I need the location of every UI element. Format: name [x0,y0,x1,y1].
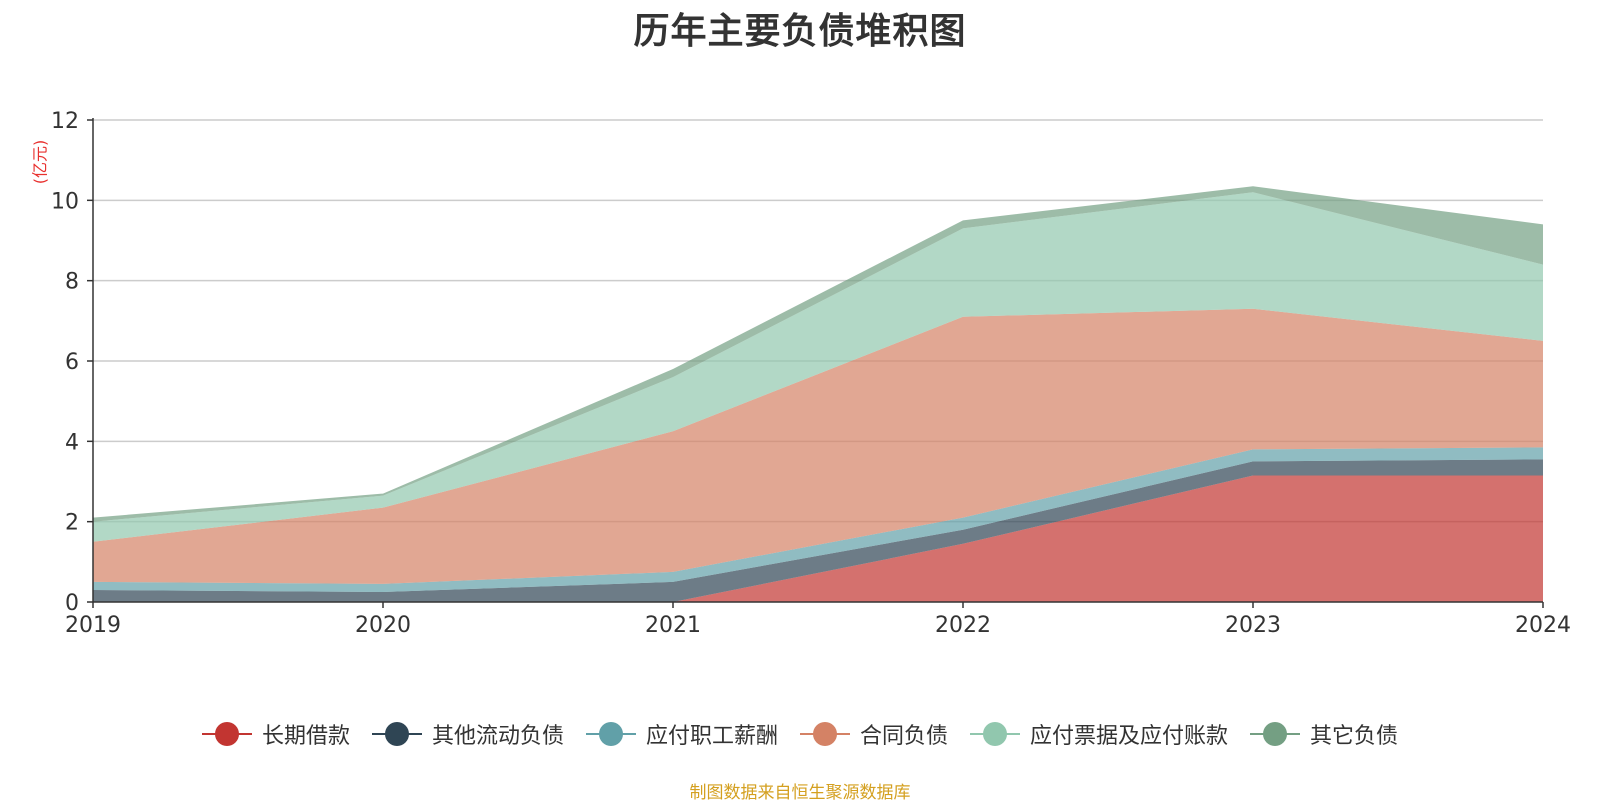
x-tick-label: 2020 [355,613,411,638]
legend-item[interactable]: 其他流动负债 [371,718,564,750]
x-tick-label: 2019 [65,613,121,638]
legend-marker-icon [970,722,1021,746]
legend-item[interactable]: 长期借款 [201,718,350,750]
y-tick-label: 4 [65,430,79,455]
legend-item[interactable]: 其它负债 [1250,718,1398,750]
area-series [93,186,1543,602]
legend-marker-icon [201,722,252,746]
legend-marker-icon [1250,722,1301,746]
legend-marker-icon [800,722,850,746]
y-tick-label: 8 [65,270,79,295]
area-4[interactable] [93,192,1543,542]
legend-label: 其它负债 [1310,724,1399,749]
y-tick-label: 0 [65,591,79,616]
area-5[interactable] [93,186,1543,522]
legend-label: 合同负债 [860,724,949,749]
area-0[interactable] [93,475,1543,603]
y-tick-label: 12 [51,109,79,134]
legend: 长期借款 其他流动负债 应付职工薪酬 合同负债 应付票据及应付账款 其它负债 [0,718,1600,750]
area-3[interactable] [93,308,1543,584]
x-tick-label: 2023 [1225,613,1281,638]
source-note: 制图数据来自恒生聚源数据库 [689,783,911,803]
axes: 0 2 4 6 8 10 12 2019 2020 2021 2022 2023 2024 [51,109,1571,638]
legend-item[interactable]: 合同负债 [800,718,948,750]
x-tick-label: 2022 [935,613,991,638]
x-tick-label: 2024 [1515,613,1571,638]
legend-label: 长期借款 [261,724,350,749]
y-tick-label: 10 [51,189,79,214]
area-1[interactable] [93,459,1543,602]
chart-title: 历年主要负债堆积图 [633,11,967,52]
legend-label: 应付票据及应付账款 [1030,724,1229,749]
legend-marker-icon [585,722,636,746]
legend-item[interactable]: 应付票据及应付账款 [970,718,1228,750]
legend-label: 其他流动负债 [431,724,564,749]
x-tick-label: 2021 [645,613,701,638]
legend-item[interactable]: 应付职工薪酬 [585,718,778,750]
legend-marker-icon [371,722,422,746]
legend-label: 应付职工薪酬 [645,724,778,749]
y-tick-label: 6 [65,350,79,375]
y-tick-label: 2 [65,511,79,536]
